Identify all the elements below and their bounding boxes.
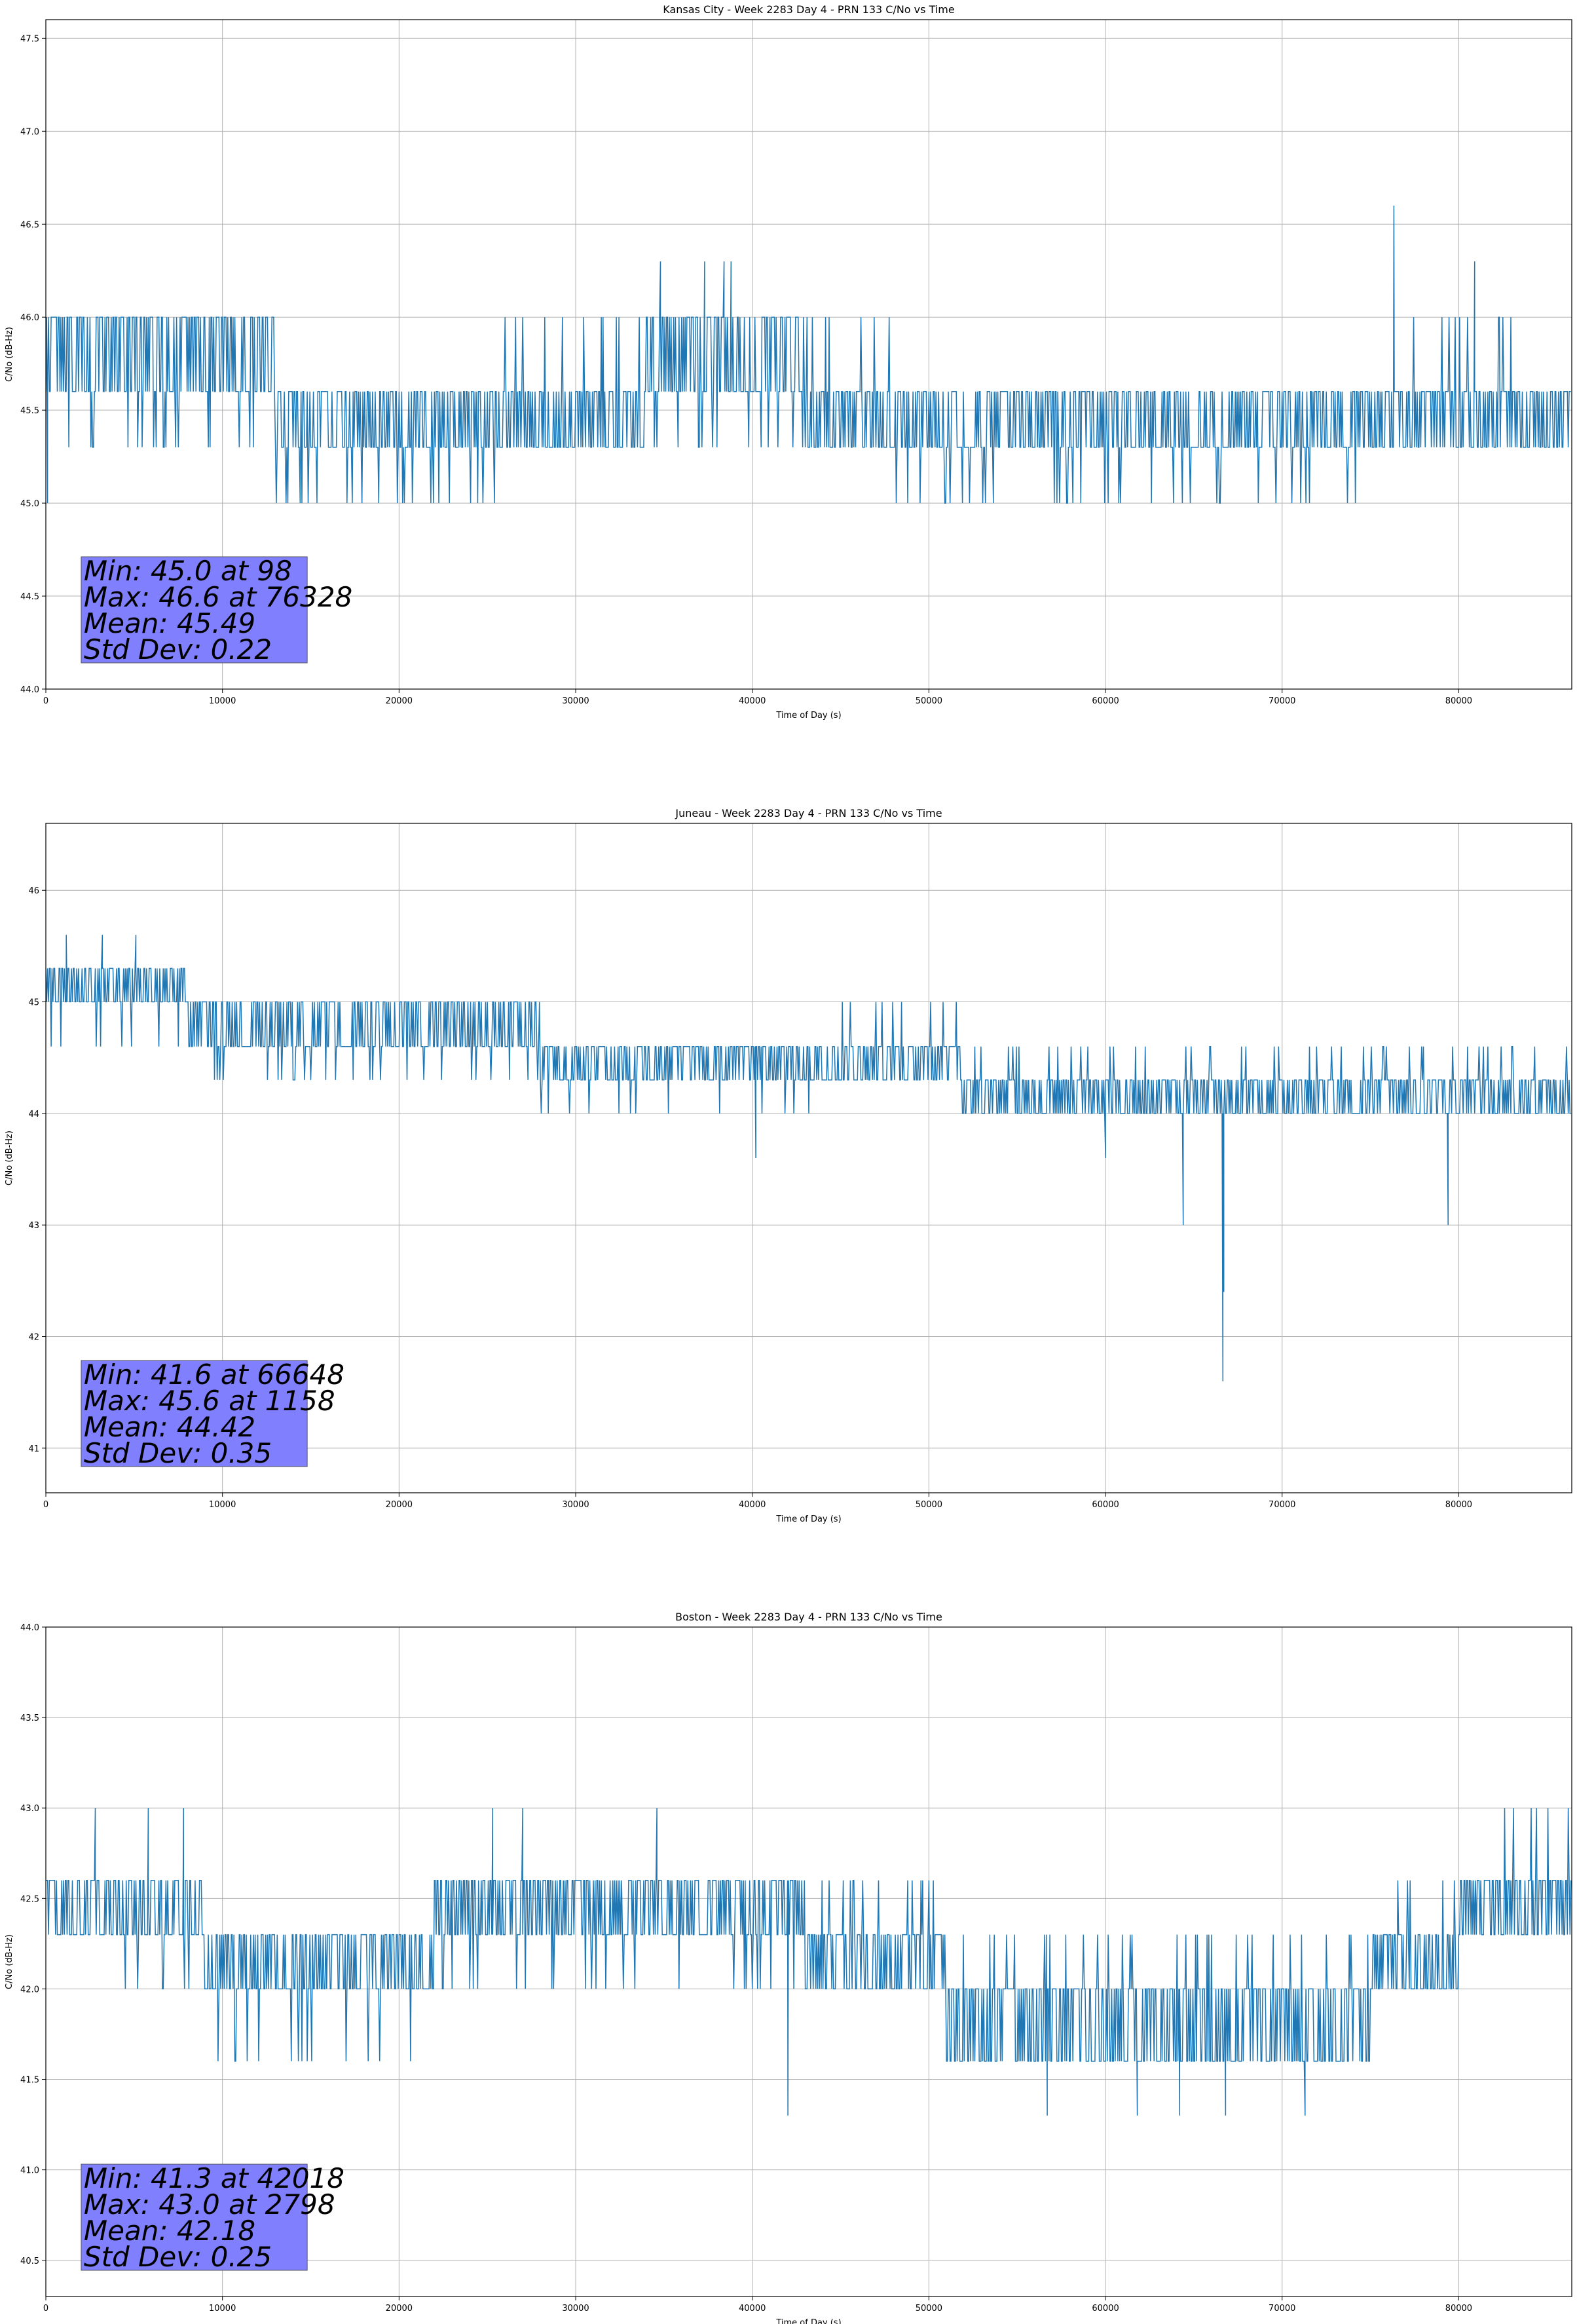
chart-title: Kansas City - Week 2283 Day 4 - PRN 133 … [663, 3, 954, 16]
x-tick-label: 20000 [386, 1500, 413, 1510]
y-tick-label: 44.5 [20, 592, 39, 602]
x-tick-label: 10000 [209, 2304, 236, 2314]
x-tick-label: 10000 [209, 696, 236, 706]
y-tick-label: 44.0 [20, 685, 39, 695]
x-tick-label: 80000 [1445, 696, 1472, 706]
stats-line: Mean: 45.49 [84, 607, 255, 639]
cno-series-line [46, 1808, 1572, 2116]
x-tick-label: 40000 [739, 1500, 766, 1510]
y-tick-label: 40.5 [20, 2257, 39, 2266]
x-tick-label: 60000 [1092, 2304, 1119, 2314]
chart-panel-3: 0 10000 20000 30000 40000 50000 60000 70000 8000… [5, 1611, 1572, 2324]
x-tick-label: 50000 [916, 696, 942, 706]
x-axis-label: Time of Day (s) [775, 1514, 841, 1524]
y-axis-label: C/No (dB-Hz) [5, 1934, 14, 1989]
x-tick-label: 30000 [562, 1500, 589, 1510]
stats-line: Max: 45.6 at 1158 [84, 1385, 335, 1417]
y-tick-label: 41.5 [20, 2076, 39, 2086]
x-tick-label: 20000 [386, 2304, 413, 2314]
x-tick-label: 0 [43, 2304, 48, 2314]
x-tick-label: 40000 [739, 696, 766, 706]
y-tick-label: 45.0 [20, 499, 39, 509]
tick-labels: 0 10000 20000 30000 40000 50000 60000 70000 8000… [20, 34, 1472, 706]
cno-series-line [46, 935, 1571, 1381]
y-tick-label: 42 [28, 1333, 39, 1343]
stats-line: Std Dev: 0.22 [84, 633, 272, 665]
x-tick-label: 30000 [562, 696, 589, 706]
y-tick-label: 42.0 [20, 1985, 39, 1995]
y-tick-label: 43.5 [20, 1714, 39, 1723]
stats-box-background [81, 2164, 308, 2271]
y-tick-label: 43.0 [20, 1804, 39, 1814]
tick-labels: 0 10000 20000 30000 40000 50000 60000 70000 8000… [28, 886, 1472, 1510]
y-axis-label: C/No (dB-Hz) [5, 1131, 14, 1186]
y-tick-label: 45 [28, 998, 39, 1008]
y-tick-label: 46.5 [20, 220, 39, 230]
y-tick-label: 47.0 [20, 127, 39, 137]
x-tick-label: 50000 [916, 1500, 942, 1510]
chart-title: Juneau - Week 2283 Day 4 - PRN 133 C/No … [675, 807, 942, 819]
axes-frame [45, 1626, 1572, 2297]
x-tick-label: 10000 [209, 1500, 236, 1510]
y-tick-label: 47.5 [20, 34, 39, 44]
x-tick-label: 80000 [1445, 2304, 1472, 2314]
stats-line: Mean: 44.42 [84, 1411, 255, 1443]
stats-line: Min: 41.6 at 66648 [84, 1359, 344, 1391]
x-tick-label: 80000 [1445, 1500, 1472, 1510]
x-tick-label: 20000 [386, 696, 413, 706]
x-axis-label: Time of Day (s) [775, 711, 841, 721]
cno-series-line [46, 205, 1571, 504]
y-tick-label: 43 [28, 1221, 39, 1231]
y-tick-label: 41 [28, 1444, 39, 1454]
axes-frame [45, 823, 1572, 1493]
chart-title: Boston - Week 2283 Day 4 - PRN 133 C/No … [675, 1611, 942, 1623]
x-axis-label: Time of Day (s) [775, 2318, 841, 2324]
chart-panel-1: 0 10000 20000 30000 40000 50000 60000 70000 8000… [5, 3, 1572, 721]
stats-line: Mean: 42.18 [84, 2215, 255, 2247]
x-tick-label: 70000 [1269, 1500, 1295, 1510]
x-tick-label: 70000 [1269, 2304, 1295, 2314]
x-tick-label: 40000 [739, 2304, 766, 2314]
x-tick-label: 60000 [1092, 696, 1119, 706]
stats-box-background [81, 556, 308, 664]
stats-line: Max: 43.0 at 2798 [84, 2188, 335, 2221]
x-tick-label: 60000 [1092, 1500, 1119, 1510]
stats-line: Std Dev: 0.25 [84, 2241, 272, 2273]
y-tick-label: 42.5 [20, 1894, 39, 1904]
stats-line: Max: 46.6 at 76328 [84, 581, 352, 613]
x-tick-label: 50000 [916, 2304, 942, 2314]
y-tick-label: 44.0 [20, 1623, 39, 1633]
stats-line: Std Dev: 0.35 [84, 1437, 272, 1469]
y-tick-label: 44 [28, 1110, 39, 1119]
stats-line: Min: 45.0 at 98 [84, 555, 292, 587]
y-tick-label: 46.0 [20, 313, 39, 323]
stats-box-background [81, 1360, 308, 1467]
y-tick-label: 41.0 [20, 2166, 39, 2176]
x-tick-label: 0 [43, 1500, 48, 1510]
y-tick-label: 46 [28, 886, 39, 896]
x-tick-label: 30000 [562, 2304, 589, 2314]
x-tick-label: 0 [43, 696, 48, 706]
y-axis-label: C/No (dB-Hz) [5, 327, 14, 382]
stats-line: Min: 41.3 at 42018 [84, 2162, 344, 2194]
y-tick-label: 45.5 [20, 406, 39, 416]
axes-frame [45, 19, 1572, 690]
chart-panel-2: 0 10000 20000 30000 40000 50000 60000 70000 8000… [5, 807, 1572, 1524]
tick-labels: 0 10000 20000 30000 40000 50000 60000 70000 8000… [20, 1623, 1472, 2314]
x-tick-label: 70000 [1269, 696, 1295, 706]
